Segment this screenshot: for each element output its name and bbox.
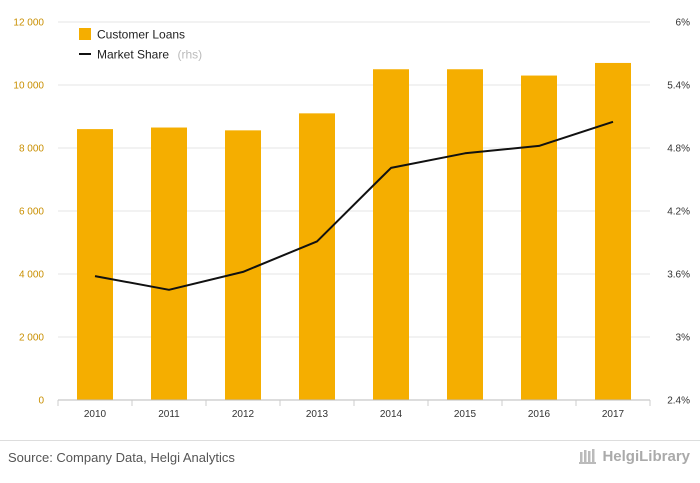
x-tick-label: 2014 (380, 409, 403, 420)
bar-customer-loans (225, 130, 261, 401)
x-tick-label: 2012 (232, 409, 255, 420)
brand-name: HelgiLibrary (602, 447, 690, 465)
y-right-tick-label: 3% (676, 333, 691, 344)
legend-label-share-group: Market Share (rhs) (97, 46, 202, 63)
bar-customer-loans (595, 62, 631, 400)
y-left-tick-label: 10 000 (13, 81, 44, 92)
library-logo-icon (579, 449, 597, 464)
footer-divider (0, 440, 700, 441)
x-tick-label: 2017 (602, 409, 625, 420)
legend-label-share-suffix: (rhs) (177, 48, 202, 62)
x-tick-label: 2013 (306, 409, 329, 420)
y-left-tick-label: 6 000 (19, 207, 44, 218)
brand-logo: HelgiLibrary (578, 446, 690, 466)
y-left-tick-label: 12 000 (13, 18, 44, 29)
x-tick-label: 2010 (84, 409, 107, 420)
gridlines (58, 21, 650, 338)
y-left-tick-label: 8 000 (19, 144, 44, 155)
bar-customer-loans (151, 127, 187, 401)
bar-customer-loans (521, 75, 557, 401)
legend-label-loans: Customer Loans (97, 28, 185, 42)
market-share-line (94, 120, 614, 291)
y-left-tick-label: 2 000 (19, 333, 44, 344)
y-right-tick-label: 2.4% (667, 396, 690, 407)
y-right-tick-label: 4.2% (667, 207, 690, 218)
axes: 0 2 000 4 000 6 000 8 000 10 000 12 000 2.4% 3% 3… (13, 18, 690, 421)
x-tick-label: 2016 (528, 409, 551, 420)
y-right-tick-label: 3.6% (667, 270, 690, 281)
y-right-tick-label: 6% (676, 18, 691, 29)
y-left-tick-label: 0 (38, 396, 44, 407)
y-right-tick-label: 4.8% (667, 144, 690, 155)
chart: 0 2 000 4 000 6 000 8 000 10 000 12 000 2.4% 3% 3… (13, 18, 690, 421)
bar-customer-loans (447, 69, 483, 400)
source-note: Source: Company Data, Helgi Analytics (8, 450, 235, 465)
legend-swatch-loans (79, 28, 91, 40)
bar-customer-loans (373, 69, 409, 400)
x-tick-label: 2015 (454, 409, 477, 420)
y-left-tick-label: 4 000 (19, 270, 44, 281)
legend: Customer Loans Market Share (rhs) (79, 28, 202, 63)
x-tick-label: 2011 (158, 409, 180, 420)
legend-label-share: Market Share (97, 48, 169, 62)
bar-customer-loans (299, 113, 335, 400)
bar-customer-loans (77, 129, 113, 400)
bars (77, 62, 631, 401)
line-market-share (94, 120, 614, 291)
y-right-tick-label: 5.4% (667, 81, 690, 92)
